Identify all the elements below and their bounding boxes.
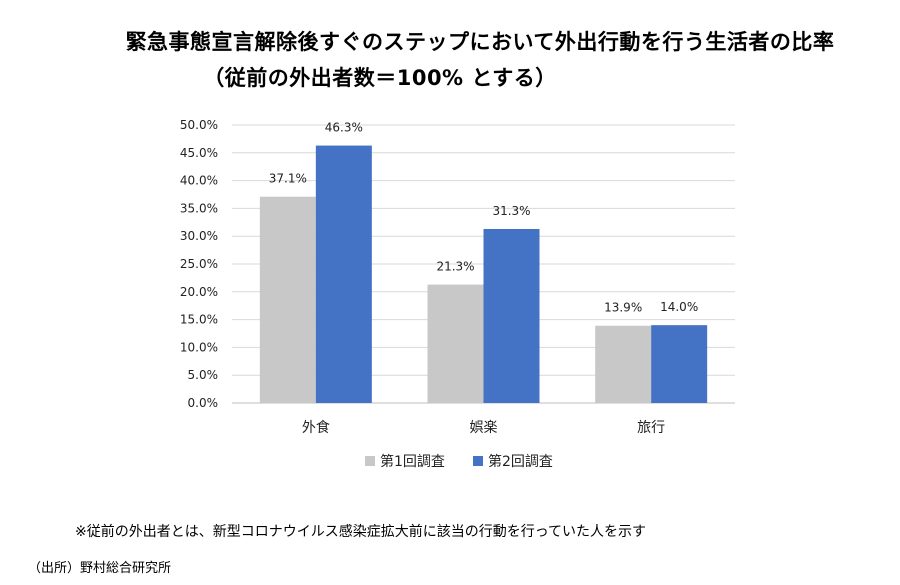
y-tick-label: 0.0% xyxy=(188,396,219,410)
data-label: 14.0% xyxy=(660,300,698,314)
data-label: 37.1% xyxy=(269,172,307,186)
legend-swatch xyxy=(473,456,483,466)
y-tick-label: 5.0% xyxy=(188,368,219,382)
bar xyxy=(595,325,652,403)
bar-chart: 0.0% 5.0% 10.0% 15.0% 20.0% 25.0% 30.0% 35.0% 40… xyxy=(180,118,735,470)
bar xyxy=(483,228,540,403)
y-tick-label: 20.0% xyxy=(180,285,218,299)
legend-swatch xyxy=(365,456,375,466)
y-tick-label: 25.0% xyxy=(180,257,218,271)
bar xyxy=(651,325,708,403)
legend-label: 第1回調査 xyxy=(380,453,445,470)
data-label: 13.9% xyxy=(604,301,642,315)
y-tick-label: 10.0% xyxy=(180,340,218,354)
y-tick-label: 15.0% xyxy=(180,313,218,327)
x-tick-label: 娯楽 xyxy=(470,420,498,436)
bar xyxy=(427,284,484,403)
y-tick-label: 45.0% xyxy=(180,146,218,160)
data-label: 31.3% xyxy=(492,204,530,218)
chart-title: 緊急事態宣言解除後すぐのステップにおいて外出行動を行う生活者の比率 xyxy=(125,30,835,54)
y-tick-label: 30.0% xyxy=(180,229,218,243)
y-tick-label: 40.0% xyxy=(180,174,218,188)
data-label: 46.3% xyxy=(325,121,363,135)
y-tick-label: 50.0% xyxy=(180,118,218,132)
chart-subtitle: （従前の外出者数＝100% とする） xyxy=(203,66,557,90)
source-note: （出所）野村総合研究所 xyxy=(28,561,172,576)
bar xyxy=(315,145,372,403)
data-label: 21.3% xyxy=(436,260,474,274)
y-tick-label: 35.0% xyxy=(180,201,218,215)
x-tick-label: 旅行 xyxy=(637,420,665,436)
legend-label: 第2回調査 xyxy=(488,453,553,470)
footnote: ※従前の外出者とは、新型コロナウイルス感染症拡大前に該当の行動を行っていた人を示… xyxy=(75,524,647,540)
x-tick-label: 外食 xyxy=(302,419,330,436)
bar xyxy=(259,196,316,403)
